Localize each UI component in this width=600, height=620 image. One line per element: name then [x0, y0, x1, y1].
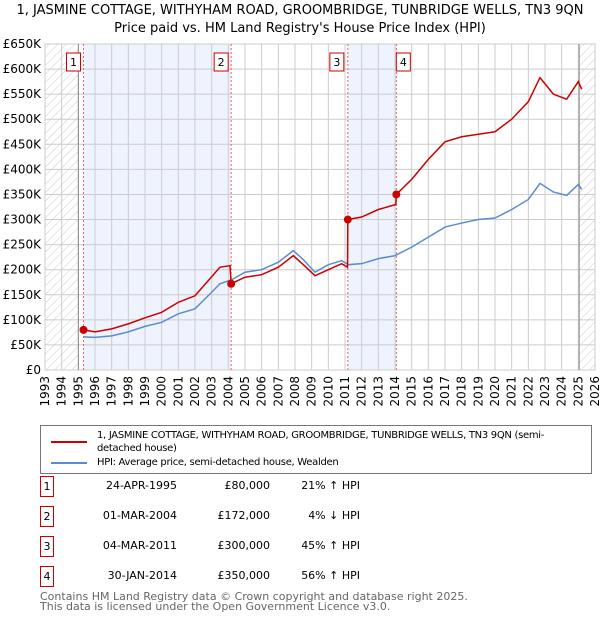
- sale-marker-box: 2: [40, 506, 54, 527]
- y-tick-label: £250K: [3, 238, 43, 252]
- x-tick-label: 2002: [188, 376, 202, 407]
- property-price-line: [83, 76, 583, 333]
- shaded-period: [83, 44, 232, 370]
- x-tick-label: 1999: [138, 376, 152, 407]
- y-tick-label: £550K: [3, 87, 43, 101]
- sale-point: [343, 215, 352, 224]
- y-tick-label: £50K: [10, 338, 42, 352]
- x-tick-label: 2007: [271, 376, 285, 407]
- x-tick-label: 2015: [405, 376, 419, 407]
- x-tick-label: 1998: [121, 376, 135, 407]
- legend: 1, JASMINE COTTAGE, WITHYHAM ROAD, GROOM…: [40, 425, 592, 474]
- footer-licence: This data is licensed under the Open Gov…: [40, 600, 391, 613]
- x-tick-label: 2005: [238, 376, 252, 407]
- x-tick-label: 2022: [521, 376, 535, 407]
- x-tick-label: 2013: [371, 376, 385, 407]
- x-tick-label: 2014: [388, 376, 402, 407]
- x-tick-label: 1993: [38, 376, 52, 407]
- x-tick-label: 2026: [588, 376, 600, 407]
- y-tick-label: £100K: [3, 313, 43, 327]
- x-tick-label: 2023: [538, 376, 552, 407]
- sale-marker-box: 3: [40, 536, 54, 557]
- x-tick-label: 1996: [88, 376, 102, 407]
- y-tick-label: £650K: [3, 37, 43, 51]
- sale-price: £350,000: [217, 569, 271, 582]
- legend-hpi-label: HPI: Average price, semi-detached house,…: [97, 457, 339, 468]
- sale-hpi-diff: 4% ↓ HPI: [308, 509, 360, 522]
- x-tick-label: 2024: [555, 376, 569, 407]
- sale-point: [79, 325, 88, 334]
- sale-point: [392, 190, 401, 199]
- sale-label-box: [66, 52, 81, 72]
- y-tick-label: £600K: [3, 62, 43, 76]
- sale-label: 1: [70, 56, 77, 69]
- x-tick-label: 2016: [421, 376, 435, 407]
- sale-date: 30-JAN-2014: [107, 569, 177, 582]
- y-tick-label: £350K: [3, 187, 43, 201]
- y-tick-label: £400K: [3, 162, 43, 176]
- chart-title: 1, JASMINE COTTAGE, WITHYHAM ROAD, GROOM…: [16, 3, 584, 18]
- x-tick-label: 2020: [488, 376, 502, 407]
- x-tick-label: 2009: [305, 376, 319, 407]
- x-tick-label: 2012: [355, 376, 369, 407]
- x-tick-label: 2001: [171, 376, 185, 407]
- legend-hpi-line: [51, 461, 87, 464]
- legend-property-line: [51, 441, 87, 443]
- sale-date: 04-MAR-2011: [102, 539, 177, 552]
- sale-price: £80,000: [224, 479, 271, 492]
- y-tick-label: £300K: [3, 213, 43, 227]
- footer-copyright: Contains HM Land Registry data © Crown c…: [40, 590, 468, 603]
- sale-price: £300,000: [217, 539, 271, 552]
- x-tick-label: 2000: [155, 376, 169, 407]
- plot-border: [44, 43, 596, 371]
- x-tick-label: 1997: [105, 376, 119, 407]
- sale-date: 24-APR-1995: [105, 479, 177, 492]
- legend-property-label: 1, JASMINE COTTAGE, WITHYHAM ROAD, GROOM…: [97, 430, 545, 454]
- hpi-line: [83, 182, 583, 339]
- y-tick-label: £500K: [3, 112, 43, 126]
- x-tick-label: 2011: [338, 376, 352, 407]
- x-tick-label: 2018: [455, 376, 469, 407]
- sale-label-box: [395, 52, 411, 72]
- sale-label-box: [329, 52, 345, 72]
- price-chart: 1993 1994 1995 1996 1997 1998 1999 2000 2001 2002…: [3, 37, 600, 407]
- sale-label: 3: [333, 56, 340, 69]
- sale-label-box: [213, 52, 229, 72]
- sale-label: 4: [400, 56, 407, 69]
- hatched-region: [579, 44, 595, 370]
- sale-date: 01-MAR-2004: [102, 509, 177, 522]
- x-tick-label: 2004: [221, 376, 235, 407]
- sale-hpi-diff: 21% ↑ HPI: [301, 479, 360, 492]
- x-tick-label: 2006: [255, 376, 269, 407]
- chart-subtitle: Price paid vs. HM Land Registry's House …: [114, 21, 486, 36]
- x-tick-label: 2003: [205, 376, 219, 407]
- sale-hpi-diff: 45% ↑ HPI: [301, 539, 360, 552]
- y-tick-label: £200K: [3, 263, 43, 277]
- y-tick-label: £150K: [3, 288, 43, 302]
- x-tick-label: 2010: [321, 376, 335, 407]
- y-tick-label: £0: [26, 363, 41, 377]
- x-tick-label: 2021: [505, 376, 519, 407]
- sale-marker-box: 4: [40, 566, 54, 587]
- x-tick-label: 2025: [571, 376, 585, 407]
- sale-point: [227, 279, 236, 288]
- sale-label: 2: [218, 56, 225, 69]
- x-tick-label: 2008: [288, 376, 302, 407]
- x-tick-label: 1995: [71, 376, 85, 407]
- sale-marker-box: 1: [40, 476, 54, 497]
- x-tick-label: 2019: [471, 376, 485, 407]
- sale-price: £172,000: [217, 509, 271, 522]
- sale-hpi-diff: 56% ↑ HPI: [301, 569, 360, 582]
- x-tick-label: 2017: [438, 376, 452, 407]
- x-tick-label: 1994: [55, 376, 69, 407]
- y-tick-label: £450K: [3, 137, 43, 151]
